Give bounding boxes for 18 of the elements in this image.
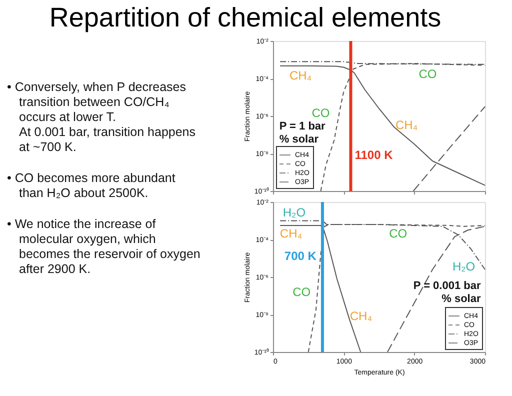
annotation: CO: [418, 67, 437, 81]
annotation: CO: [389, 226, 408, 240]
annotation: CH₄: [289, 68, 312, 82]
text: • Conversely, when P decreases transition between CO/CH₄ occurs at lower T. At 0.001 bar, transition happens at ~700 K.: [7, 80, 196, 154]
annotation: CH₄: [280, 226, 302, 240]
annotation: H₂O: [282, 206, 306, 220]
annotation: CH₄: [395, 118, 418, 132]
text: • We notice the increase of molecular oxygen, which becomes the reservoir of oxygen after 2900 K.: [7, 217, 200, 276]
annotation: CO: [292, 285, 311, 299]
annotation: P = 0.001 bar % solar: [413, 280, 482, 305]
annotation: H₂O: [452, 260, 476, 274]
text: Repartition of chemical elements: [49, 2, 442, 32]
text: • CO becomes more abundant than H₂O about 2500K.: [7, 171, 176, 200]
annotation: CH₄: [350, 309, 372, 323]
annotation: CO: [312, 106, 330, 120]
ref-line-label: 1100 K: [354, 148, 394, 162]
annotation: P = 1 bar % solar: [279, 120, 326, 146]
ref-line-label: 700 K: [284, 249, 317, 263]
